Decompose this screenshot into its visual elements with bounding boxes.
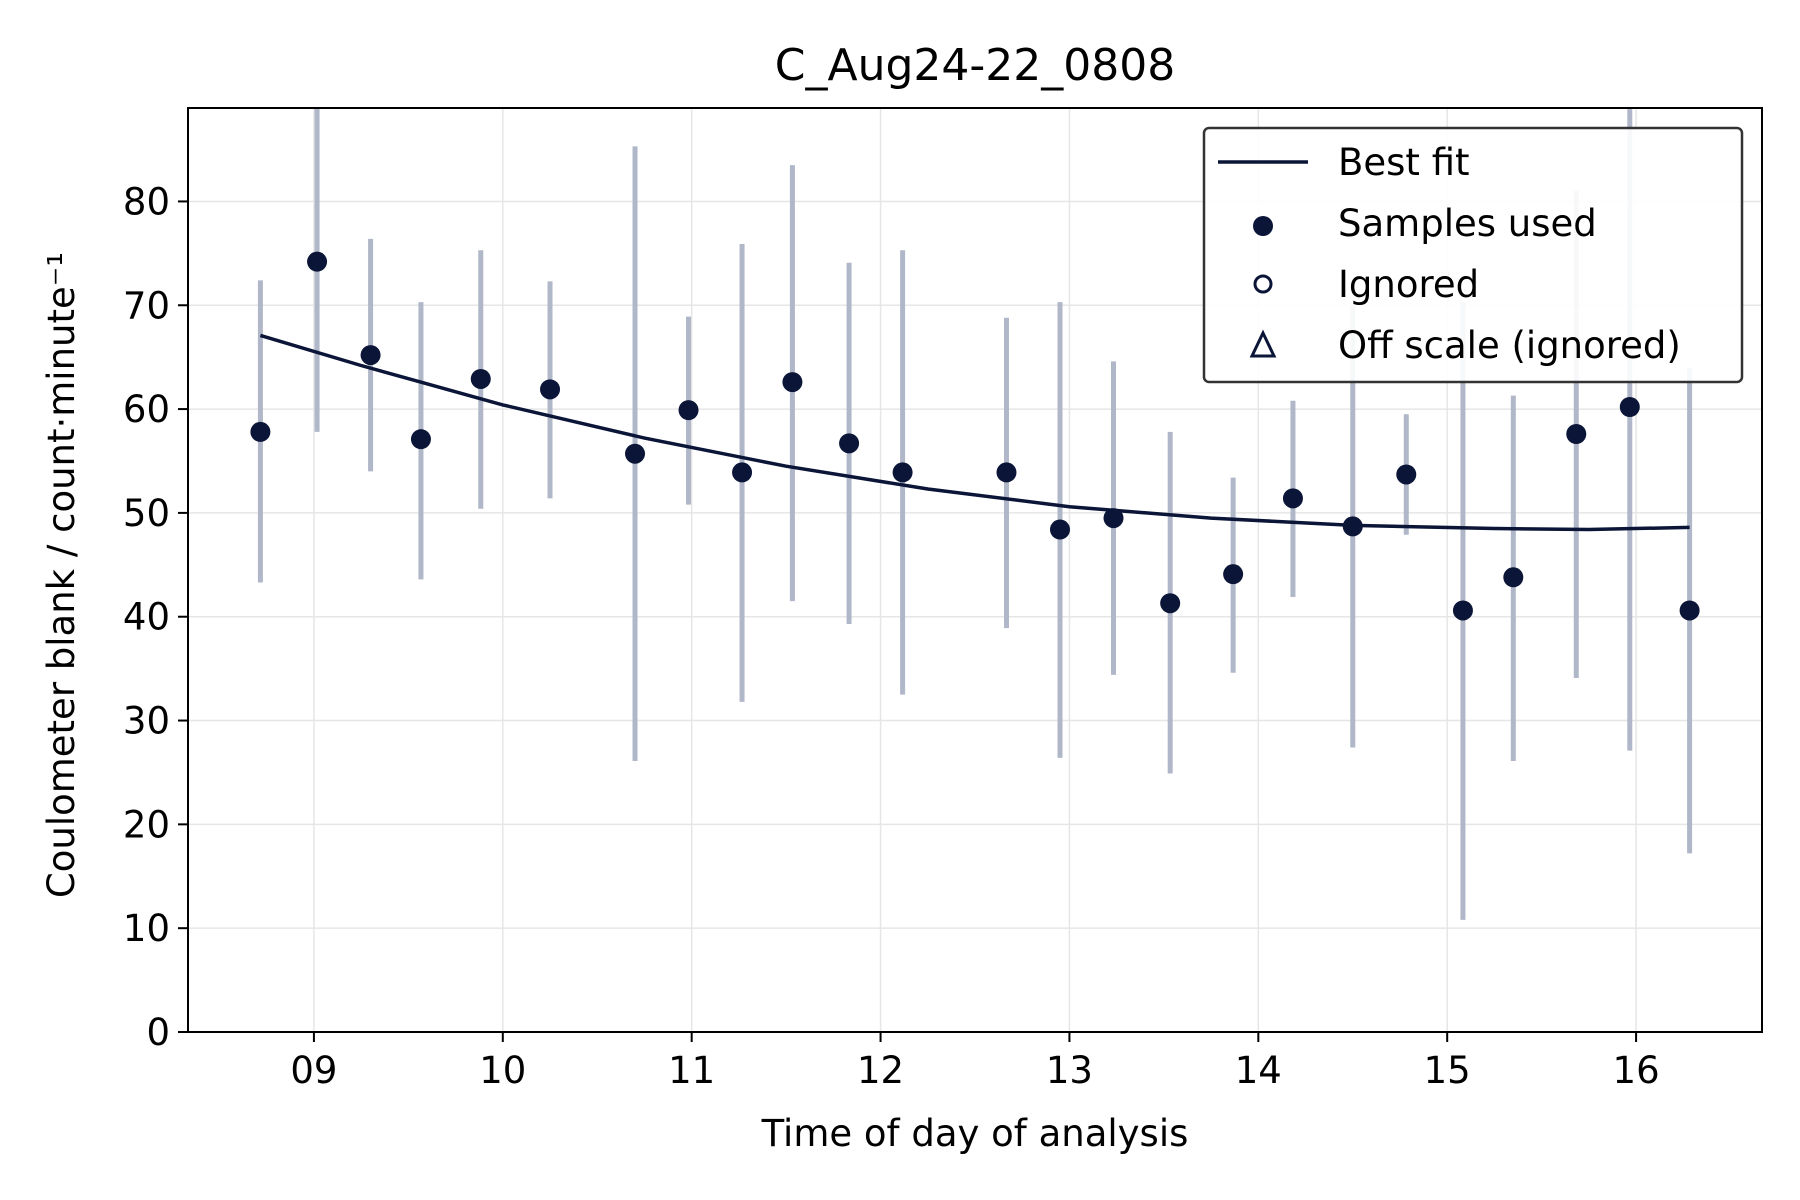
sample-point [307, 251, 328, 272]
chart-title: C_Aug24-22_0808 [775, 40, 1175, 91]
sample-point [1503, 567, 1524, 588]
sample-point [360, 345, 381, 366]
y-tick-label: 70 [123, 284, 170, 327]
sample-point [1160, 593, 1181, 614]
sample-point [1396, 464, 1417, 485]
x-tick-label: 14 [1235, 1049, 1282, 1092]
sample-point [1679, 600, 1700, 621]
sample-point [540, 379, 561, 400]
sample-point [250, 421, 271, 442]
y-tick-label: 60 [123, 388, 170, 431]
y-tick-label: 50 [123, 492, 170, 535]
y-axis-label: Coulometer blank / count·minute⁻¹ [40, 252, 83, 898]
sample-point [1452, 600, 1473, 621]
legend-label-ignored: Ignored [1338, 263, 1479, 306]
sample-point [1342, 516, 1363, 537]
legend-label-samples-used: Samples used [1338, 202, 1597, 245]
best-fit-layer [259, 333, 1690, 532]
legend-box [1202, 126, 1744, 384]
legend-ignored-marker [1253, 274, 1273, 294]
y-tick-label: 0 [146, 1011, 170, 1054]
y-tick-label: 30 [123, 700, 170, 743]
x-tick-label: 15 [1424, 1049, 1471, 1092]
sample-point [625, 443, 646, 464]
sample-point [892, 462, 913, 483]
x-tick-label: 16 [1613, 1049, 1660, 1092]
sample-point [410, 429, 431, 450]
y-tick-label: 10 [123, 907, 170, 950]
best-fit-line [259, 333, 1690, 532]
legend-label-off-scale: Off scale (ignored) [1338, 324, 1681, 367]
y-tick-label: 80 [123, 180, 170, 223]
x-tick-label: 12 [857, 1049, 904, 1092]
sample-point [1103, 508, 1124, 529]
x-tick-label: 11 [668, 1049, 715, 1092]
sample-point [732, 462, 753, 483]
y-axis-ticks: 0 10 20 30 40 50 60 70 80 [123, 180, 188, 1054]
x-axis-ticks: 09 10 11 12 13 14 15 16 [290, 1032, 1660, 1092]
sample-point [839, 433, 860, 454]
legend-samples-used-marker [1253, 216, 1273, 236]
plot-frame [187, 107, 1763, 1033]
sample-point [996, 462, 1017, 483]
sample-point [1619, 397, 1640, 418]
legend: Best fit Samples used Ignored Off scale … [1202, 126, 1744, 384]
legend-label-best-fit: Best fit [1338, 141, 1470, 184]
sample-point [1223, 564, 1244, 585]
y-tick-label: 40 [123, 596, 170, 639]
x-tick-label: 10 [479, 1049, 526, 1092]
legend-off-scale-marker [1249, 329, 1277, 358]
sample-point [1282, 488, 1303, 509]
sample-point [470, 368, 491, 389]
y-tick-label: 20 [123, 803, 170, 846]
sample-point [782, 372, 803, 393]
x-tick-label: 09 [290, 1049, 337, 1092]
sample-point [1049, 519, 1070, 540]
x-tick-label: 13 [1046, 1049, 1093, 1092]
sample-point [1566, 423, 1587, 444]
sample-points [250, 251, 1700, 621]
sample-point [678, 400, 699, 421]
x-axis-label: Time of day of analysis [761, 1112, 1189, 1155]
